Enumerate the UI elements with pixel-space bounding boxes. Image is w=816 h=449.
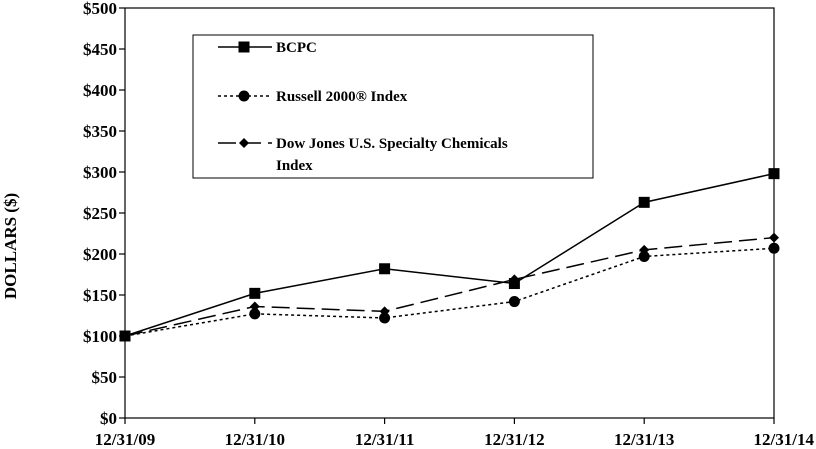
series-diamond xyxy=(120,232,779,341)
data-point xyxy=(639,244,650,255)
x-tick-label: 12/31/11 xyxy=(355,430,415,449)
x-tick-label: 12/31/14 xyxy=(754,430,815,449)
y-tick-label: $350 xyxy=(83,122,117,141)
legend-label: Index xyxy=(276,158,313,174)
x-tick-label: 12/31/09 xyxy=(95,430,155,449)
data-point xyxy=(249,308,261,320)
y-axis-title: DOLLARS ($) xyxy=(1,193,20,299)
series-line xyxy=(124,236,775,337)
data-point xyxy=(249,287,261,299)
y-tick-label: $500 xyxy=(83,0,117,18)
x-axis: 12/31/09 12/31/10 12/31/11 12/31/12 12/31/13… xyxy=(95,418,815,449)
y-axis: $0 $50 $100 $150 $200 $250 $300 $350 $400 $450 $50… xyxy=(83,0,125,428)
data-point xyxy=(379,263,391,275)
x-tick-label: 12/31/12 xyxy=(484,430,544,449)
legend-label: BCPC xyxy=(276,40,317,56)
x-tick-label: 12/31/13 xyxy=(614,430,674,449)
data-point xyxy=(509,274,520,285)
legend-entry: BCPC xyxy=(218,40,317,56)
series-circle xyxy=(119,242,780,342)
data-point xyxy=(768,168,780,180)
data-point xyxy=(379,312,391,324)
y-tick-label: $150 xyxy=(83,286,117,305)
data-point xyxy=(769,232,779,243)
data-point xyxy=(638,250,650,262)
legend-marker xyxy=(238,90,250,102)
x-tick-label: 12/31/10 xyxy=(225,430,285,449)
y-tick-label: $50 xyxy=(92,368,118,387)
legend-box xyxy=(192,34,594,179)
y-tick-label: $400 xyxy=(83,81,117,100)
data-point xyxy=(249,301,260,312)
y-tick-label: $300 xyxy=(83,163,117,182)
legend-entry: Dow Jones U.S. Specialty Chemicals Index xyxy=(218,136,508,174)
data-point xyxy=(768,242,780,254)
data-point xyxy=(120,331,130,341)
data-point xyxy=(508,296,520,308)
series-line xyxy=(124,172,775,337)
y-tick-label: $100 xyxy=(83,327,117,346)
legend-label: Russell 2000® Index xyxy=(276,89,408,105)
series-line xyxy=(124,247,775,337)
data-point xyxy=(638,196,650,208)
y-tick-label: $0 xyxy=(100,409,117,428)
legend-marker xyxy=(238,41,250,53)
y-tick-label: $250 xyxy=(83,204,117,223)
legend-entry: Russell 2000® Index xyxy=(218,89,408,105)
y-tick-label: $200 xyxy=(83,245,117,264)
legend-label: Dow Jones U.S. Specialty Chemicals xyxy=(276,136,508,152)
data-point xyxy=(379,306,390,317)
legend: BCPC Russell 2000® Index Dow Jones U.S. Sp… xyxy=(192,34,594,179)
y-tick-label: $450 xyxy=(83,40,117,59)
series-layer xyxy=(119,168,780,342)
legend-marker xyxy=(239,138,249,148)
